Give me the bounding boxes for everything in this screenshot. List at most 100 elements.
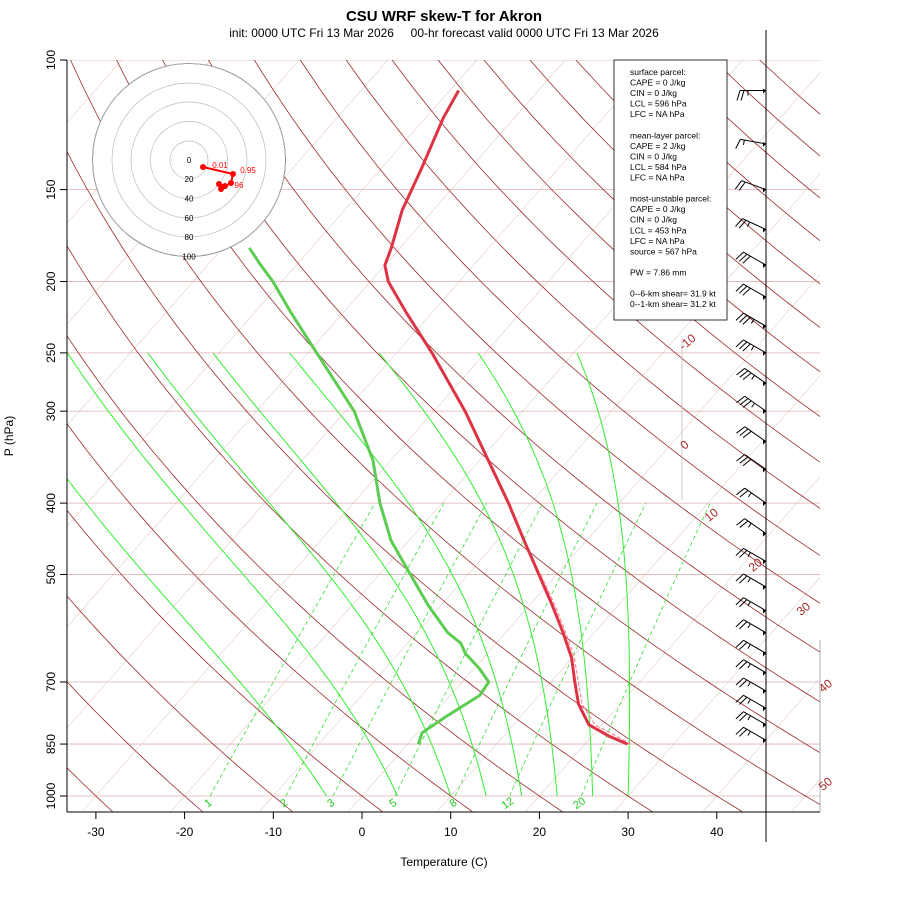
barb-half-feather bbox=[747, 492, 752, 498]
barb-head bbox=[763, 706, 766, 712]
wind-barb bbox=[735, 251, 767, 269]
x-tick-label: 10 bbox=[444, 825, 458, 839]
x-tick-label: -30 bbox=[87, 825, 105, 839]
dry-adiabat bbox=[67, 509, 383, 812]
dry-adiabat bbox=[253, 60, 820, 604]
barb-head bbox=[763, 141, 766, 147]
barb-head bbox=[763, 187, 766, 193]
barb-half-feather bbox=[747, 552, 751, 557]
barb-half-feather bbox=[747, 644, 751, 649]
mixing-ratio-line bbox=[580, 502, 711, 797]
skew-gridline bbox=[614, 577, 820, 812]
barb-feather bbox=[739, 728, 748, 737]
barb-feather bbox=[736, 426, 746, 434]
indices-line: CAPE = 2 J/kg bbox=[630, 141, 686, 151]
barb-feather bbox=[739, 253, 748, 262]
barb-feather bbox=[735, 283, 744, 292]
moist-adiabat bbox=[576, 352, 631, 796]
hodograph-ring bbox=[169, 140, 209, 180]
mixing-ratio-line bbox=[509, 502, 647, 797]
barb-feather bbox=[736, 368, 746, 376]
barb-half-feather bbox=[751, 402, 755, 408]
y-tick-label: 250 bbox=[44, 343, 58, 363]
skew-gridline bbox=[791, 779, 820, 812]
hodograph: 0 20 40 60 80 100 0.01 0.95 96 bbox=[92, 63, 286, 262]
hodograph-point-label: 0.01 bbox=[212, 161, 228, 170]
y-tick-label: 200 bbox=[44, 271, 58, 291]
barb-head bbox=[763, 88, 766, 94]
y-tick-label: 1000 bbox=[44, 782, 58, 809]
y-tick-label: 850 bbox=[44, 734, 58, 754]
barb-head bbox=[763, 651, 766, 657]
moist-adiabat bbox=[477, 352, 594, 796]
mixing-ratio-label: 8 bbox=[448, 797, 460, 810]
barb-shaft bbox=[744, 368, 767, 384]
barb-feather bbox=[735, 711, 744, 720]
barb-feather bbox=[742, 255, 751, 264]
barb-feather bbox=[735, 659, 744, 668]
indices-line: LFC = NA hPa bbox=[630, 173, 685, 183]
wind-barb bbox=[736, 518, 767, 537]
dry-adiabat bbox=[67, 245, 653, 812]
skew-gridline bbox=[880, 26, 900, 811]
temperature-profile bbox=[383, 89, 629, 746]
wind-barb bbox=[735, 218, 767, 233]
y-tick-label: 100 bbox=[44, 50, 58, 70]
hodograph-ring bbox=[150, 121, 228, 199]
barb-feather bbox=[740, 90, 745, 101]
indices-line: LCL = 453 hPa bbox=[630, 225, 687, 235]
mixing-ratio-label: 3 bbox=[325, 797, 337, 810]
hodograph-point bbox=[200, 164, 206, 170]
hodograph-point bbox=[216, 181, 222, 187]
barb-shaft bbox=[743, 619, 767, 634]
barb-head bbox=[763, 227, 766, 233]
wind-barb bbox=[736, 88, 766, 101]
barb-head bbox=[763, 263, 766, 269]
barb-feather bbox=[735, 677, 744, 686]
skew-gridline bbox=[67, 60, 655, 729]
skew-gridline bbox=[259, 173, 820, 812]
barb-shaft bbox=[744, 395, 767, 412]
barb-head bbox=[763, 738, 766, 744]
x-tick-label: 20 bbox=[533, 825, 547, 839]
skew-gridline bbox=[67, 60, 389, 426]
barb-feather bbox=[739, 398, 749, 406]
barb-shaft bbox=[744, 487, 767, 504]
wind-barb bbox=[735, 677, 767, 694]
mixing-ratio-line bbox=[454, 502, 598, 797]
wind-barb bbox=[735, 659, 767, 676]
skew-gridline bbox=[170, 72, 820, 812]
barb-feather bbox=[738, 181, 746, 191]
chart-title: CSU WRF skew-T for Akron bbox=[346, 8, 542, 25]
wind-barb bbox=[736, 368, 767, 387]
moist-adiabat bbox=[212, 352, 487, 797]
y-tick-label: 500 bbox=[44, 564, 58, 584]
hodograph-point bbox=[218, 186, 224, 192]
barb-feather bbox=[739, 456, 749, 464]
mixing-ratio-label: 1 bbox=[202, 797, 214, 810]
wind-barb bbox=[735, 597, 767, 614]
dry-adiabat bbox=[67, 595, 293, 812]
isotherm-label: 10 bbox=[702, 505, 721, 525]
moist-adiabat bbox=[378, 352, 558, 797]
x-tick-label: 40 bbox=[710, 825, 724, 839]
indices-line: CIN = 0 J/kg bbox=[630, 88, 677, 98]
barb-feather bbox=[742, 430, 752, 439]
barb-feather bbox=[742, 287, 751, 296]
dry-adiabat bbox=[67, 681, 203, 812]
x-tick-label: 30 bbox=[621, 825, 635, 839]
moist-adiabat bbox=[147, 352, 452, 797]
skew-gridline bbox=[348, 274, 820, 812]
wind-barb bbox=[736, 487, 767, 507]
x-tick-label: -20 bbox=[176, 825, 194, 839]
barb-shaft bbox=[744, 518, 767, 534]
barb-head bbox=[763, 501, 766, 507]
skew-gridline bbox=[67, 60, 477, 527]
barb-feather bbox=[739, 713, 748, 722]
hodograph-ring-label: 60 bbox=[185, 214, 194, 223]
wind-barb bbox=[736, 454, 767, 473]
barb-shaft bbox=[741, 180, 767, 191]
wind-barb bbox=[735, 547, 767, 565]
indices-line: surface parcel: bbox=[630, 67, 686, 77]
